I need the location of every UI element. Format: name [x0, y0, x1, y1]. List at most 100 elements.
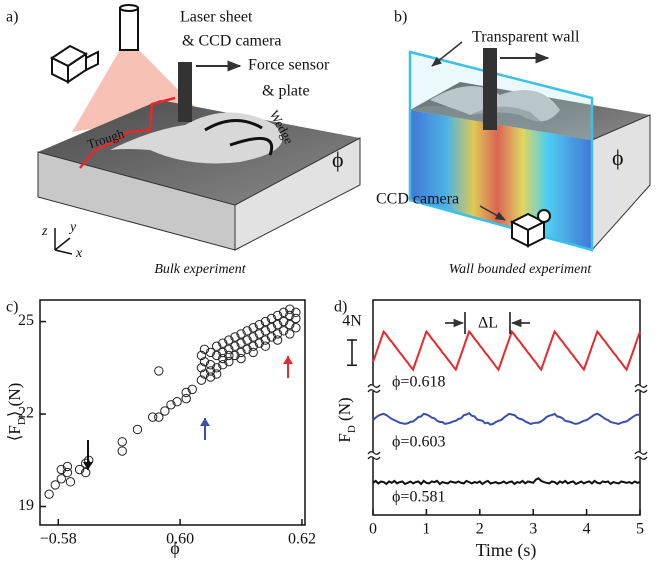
- label: ϕ: [332, 147, 344, 172]
- point: [211, 363, 222, 373]
- y-axis-label: ⟨FD⟩ (N): [5, 383, 28, 442]
- point: [56, 464, 67, 475]
- point: [62, 467, 73, 478]
- y-axis-label-part: ⟨F: [5, 425, 24, 441]
- point: [278, 326, 289, 336]
- series-label: ϕ=0.603: [392, 434, 445, 451]
- point: [236, 329, 246, 339]
- point: [266, 332, 277, 342]
- point: [50, 480, 60, 490]
- point: [199, 344, 210, 355]
- point: [181, 393, 191, 404]
- point: [65, 477, 76, 487]
- point: [218, 338, 228, 348]
- point: [211, 369, 222, 379]
- point: [242, 335, 252, 345]
- point: [224, 335, 234, 345]
- axis-break-gap: [635, 452, 645, 458]
- plate: [483, 48, 497, 130]
- point: [62, 461, 73, 472]
- point: [80, 467, 91, 478]
- point: [56, 474, 67, 484]
- panel-b: b) Transparent wall ϕ CCD camera Wall bo…: [376, 9, 651, 277]
- x-tick-label: 5: [636, 521, 644, 538]
- y-axis-label-part: (N): [335, 397, 354, 425]
- x-tick-label: 0.60: [166, 531, 194, 548]
- point: [218, 360, 228, 370]
- point: [160, 406, 170, 416]
- axis-break: [634, 384, 648, 393]
- point: [230, 332, 240, 342]
- point: [254, 329, 265, 339]
- point: [248, 323, 258, 333]
- label: & plate: [262, 83, 310, 100]
- axis-break: [367, 384, 381, 393]
- point: [199, 356, 210, 367]
- point: [272, 319, 283, 330]
- point: [199, 369, 210, 379]
- point: [285, 319, 295, 330]
- x-tick-label: −0.58: [40, 531, 77, 548]
- plate: [178, 62, 192, 122]
- period-label: ΔL: [478, 315, 498, 332]
- point: [236, 353, 246, 364]
- point: [117, 446, 127, 456]
- point: [166, 400, 176, 410]
- point: [172, 397, 182, 407]
- point: [291, 307, 301, 318]
- point: [285, 329, 295, 339]
- point: [278, 307, 289, 318]
- point: [211, 341, 222, 351]
- point: [196, 375, 207, 385]
- point: [154, 412, 164, 422]
- axis-label: x: [75, 246, 83, 261]
- label: & CCD camera: [182, 33, 282, 50]
- plot-frame: [39, 299, 306, 526]
- point: [196, 350, 207, 361]
- label: Force sensor: [248, 57, 330, 74]
- point: [205, 372, 216, 382]
- panel-label: b): [394, 9, 407, 26]
- point: [154, 366, 164, 376]
- indicator-arrow-head: [83, 462, 93, 470]
- point: [187, 384, 197, 395]
- point: [218, 353, 228, 364]
- axis-break: [367, 451, 381, 460]
- arrow: [431, 41, 463, 67]
- point: [211, 350, 222, 361]
- trace: [372, 329, 641, 372]
- x-tick-label: 0.62: [288, 531, 316, 548]
- panel-label: c): [6, 299, 18, 316]
- axis-label: y: [68, 220, 77, 235]
- point: [285, 310, 295, 321]
- y-tick-label: 25: [18, 312, 34, 329]
- axis-break-gap: [368, 385, 378, 391]
- point: [117, 437, 127, 447]
- laser-profile: [79, 96, 176, 169]
- indicator-arrow-head: [200, 418, 210, 426]
- series-label: ϕ=0.618: [392, 374, 445, 391]
- y-axis-label-part: D: [346, 425, 358, 433]
- point: [196, 363, 207, 373]
- x-axis-label: ϕ: [170, 538, 179, 558]
- point: [272, 335, 283, 345]
- label: CCD camera: [376, 191, 459, 208]
- point: [242, 344, 252, 355]
- trace: [372, 412, 641, 426]
- point: [224, 350, 234, 361]
- arrow: [479, 205, 506, 221]
- wedge-mound: [110, 112, 283, 164]
- point: [260, 316, 271, 327]
- point: [230, 341, 240, 351]
- point: [132, 424, 143, 435]
- axis-label: z: [41, 224, 48, 239]
- point: [236, 338, 246, 348]
- caption: Wall bounded experiment: [449, 262, 593, 277]
- y-axis-label-part: ⟩ (N): [5, 383, 24, 417]
- scale-label: 4N: [342, 313, 362, 330]
- x-tick-label: 3: [529, 521, 537, 538]
- axes-icon: [54, 228, 73, 255]
- y-axis-label-part: D: [16, 417, 28, 425]
